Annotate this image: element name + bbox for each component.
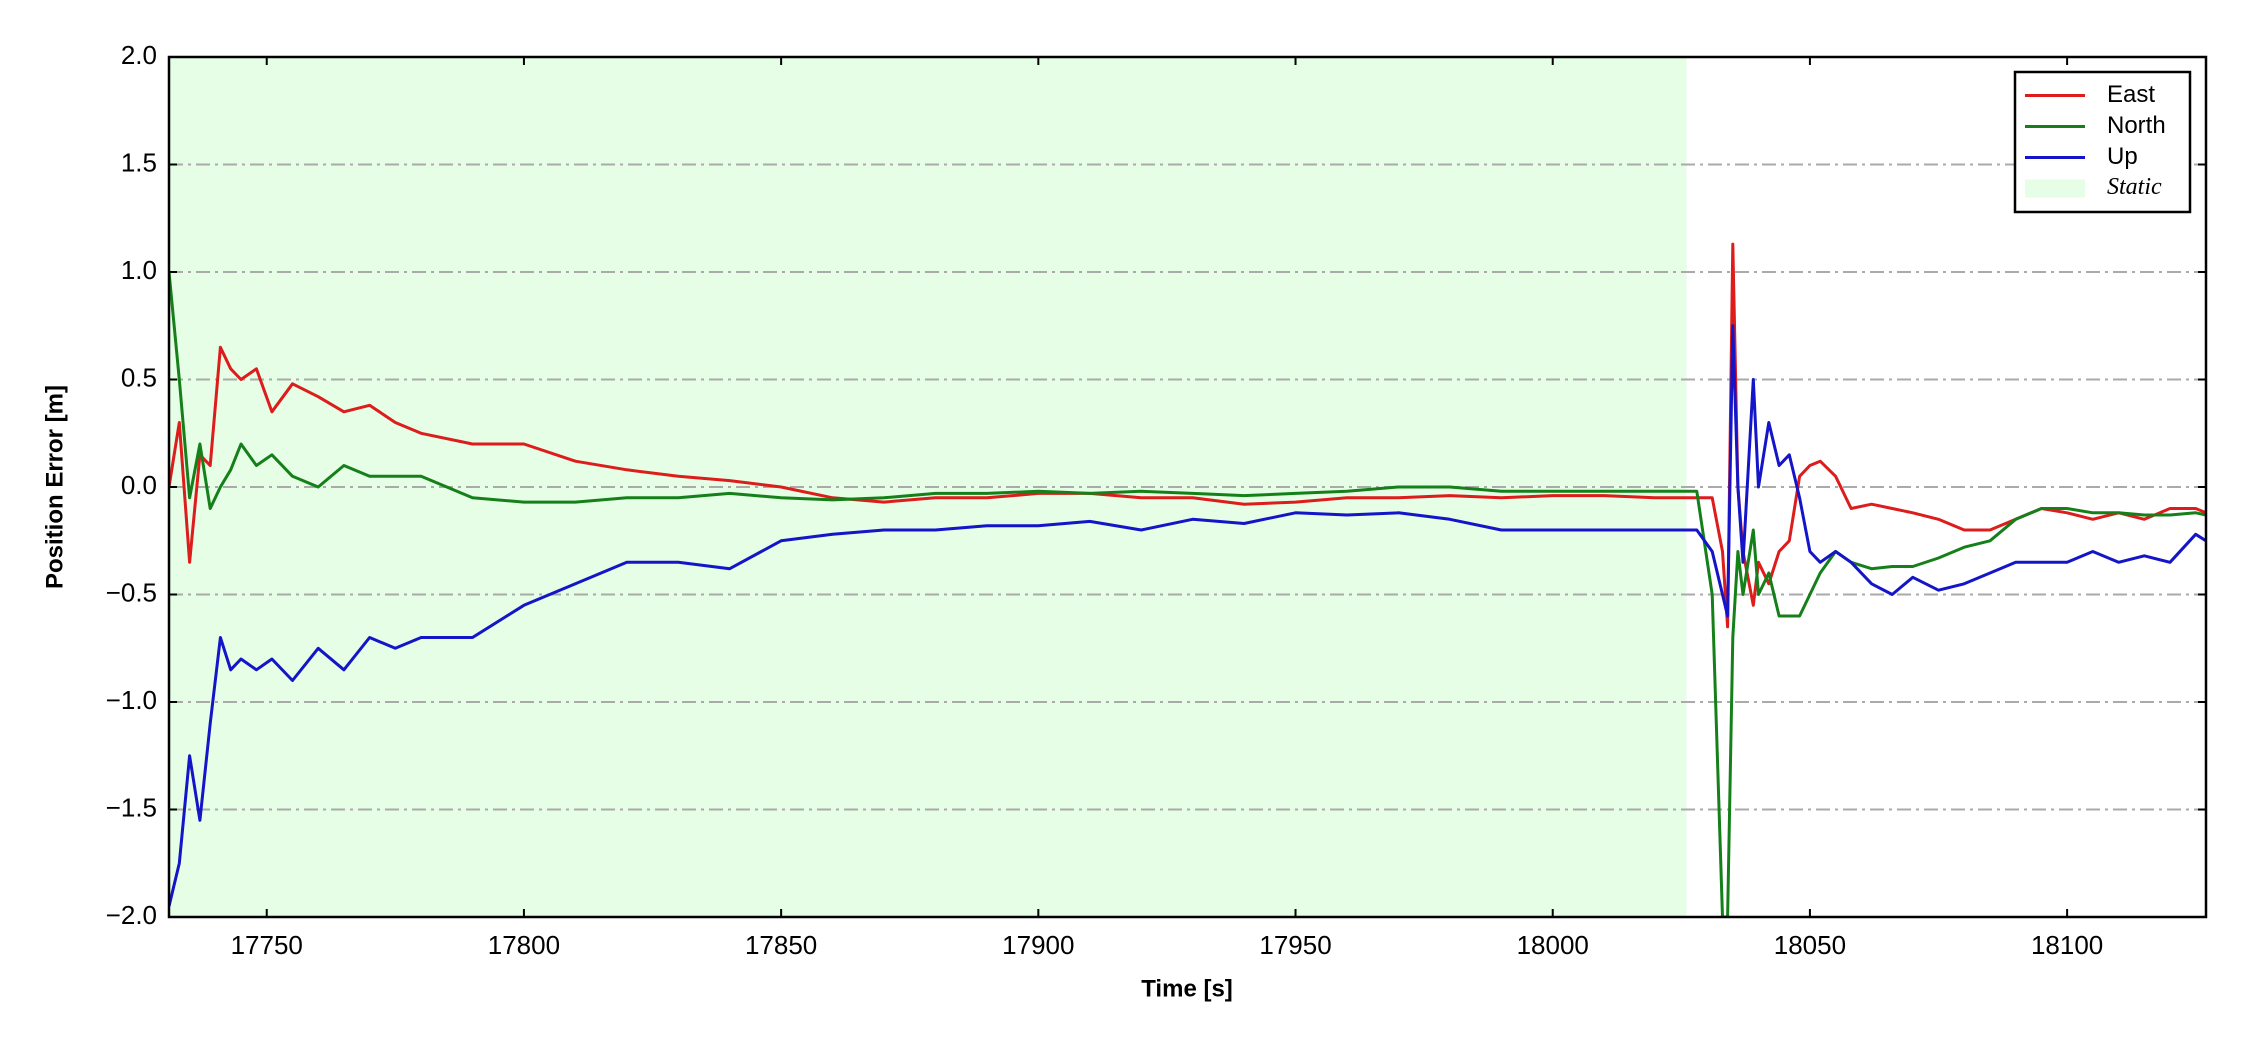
y-tick-label: 1.5 — [121, 147, 157, 177]
legend-label: East — [2107, 81, 2155, 108]
series-line — [169, 324, 2206, 907]
x-tick-label: 18000 — [1517, 930, 1589, 960]
x-tick-label: 18050 — [1774, 930, 1846, 960]
y-tick-label: 1.0 — [121, 255, 157, 285]
x-tick-label: 18100 — [2031, 930, 2103, 960]
legend-label: Static — [2107, 174, 2162, 200]
y-tick-label: 2.0 — [121, 40, 157, 70]
ticks: −2.0 −1.5 −1.0 −0.5 0.0 0.5 1.0 1.5 2.0 17750 1780… — [106, 40, 2206, 960]
y-axis-label: Position Error [m] — [41, 385, 68, 589]
y-tick-label: −2.0 — [106, 900, 157, 930]
legend-label: North — [2107, 112, 2166, 139]
legend: East North Up Static — [2013, 70, 2192, 214]
x-axis-label: Time [s] — [1141, 975, 1233, 1002]
series-line — [169, 271, 2206, 917]
data-lines — [169, 242, 2206, 917]
legend-label: Up — [2107, 143, 2138, 170]
y-tick-label: −1.0 — [106, 685, 157, 715]
x-tick-label: 17800 — [488, 930, 560, 960]
y-tick-label: 0.0 — [121, 470, 157, 500]
legend-swatch — [2025, 179, 2085, 198]
x-tick-label: 17850 — [745, 930, 817, 960]
series-line — [169, 242, 2206, 629]
x-tick-label: 17900 — [1002, 930, 1074, 960]
y-tick-label: −0.5 — [106, 577, 157, 607]
x-tick-label: 17750 — [231, 930, 303, 960]
x-tick-label: 17950 — [1259, 930, 1331, 960]
y-tick-label: −1.5 — [106, 792, 157, 822]
y-tick-label: 0.5 — [121, 362, 157, 392]
